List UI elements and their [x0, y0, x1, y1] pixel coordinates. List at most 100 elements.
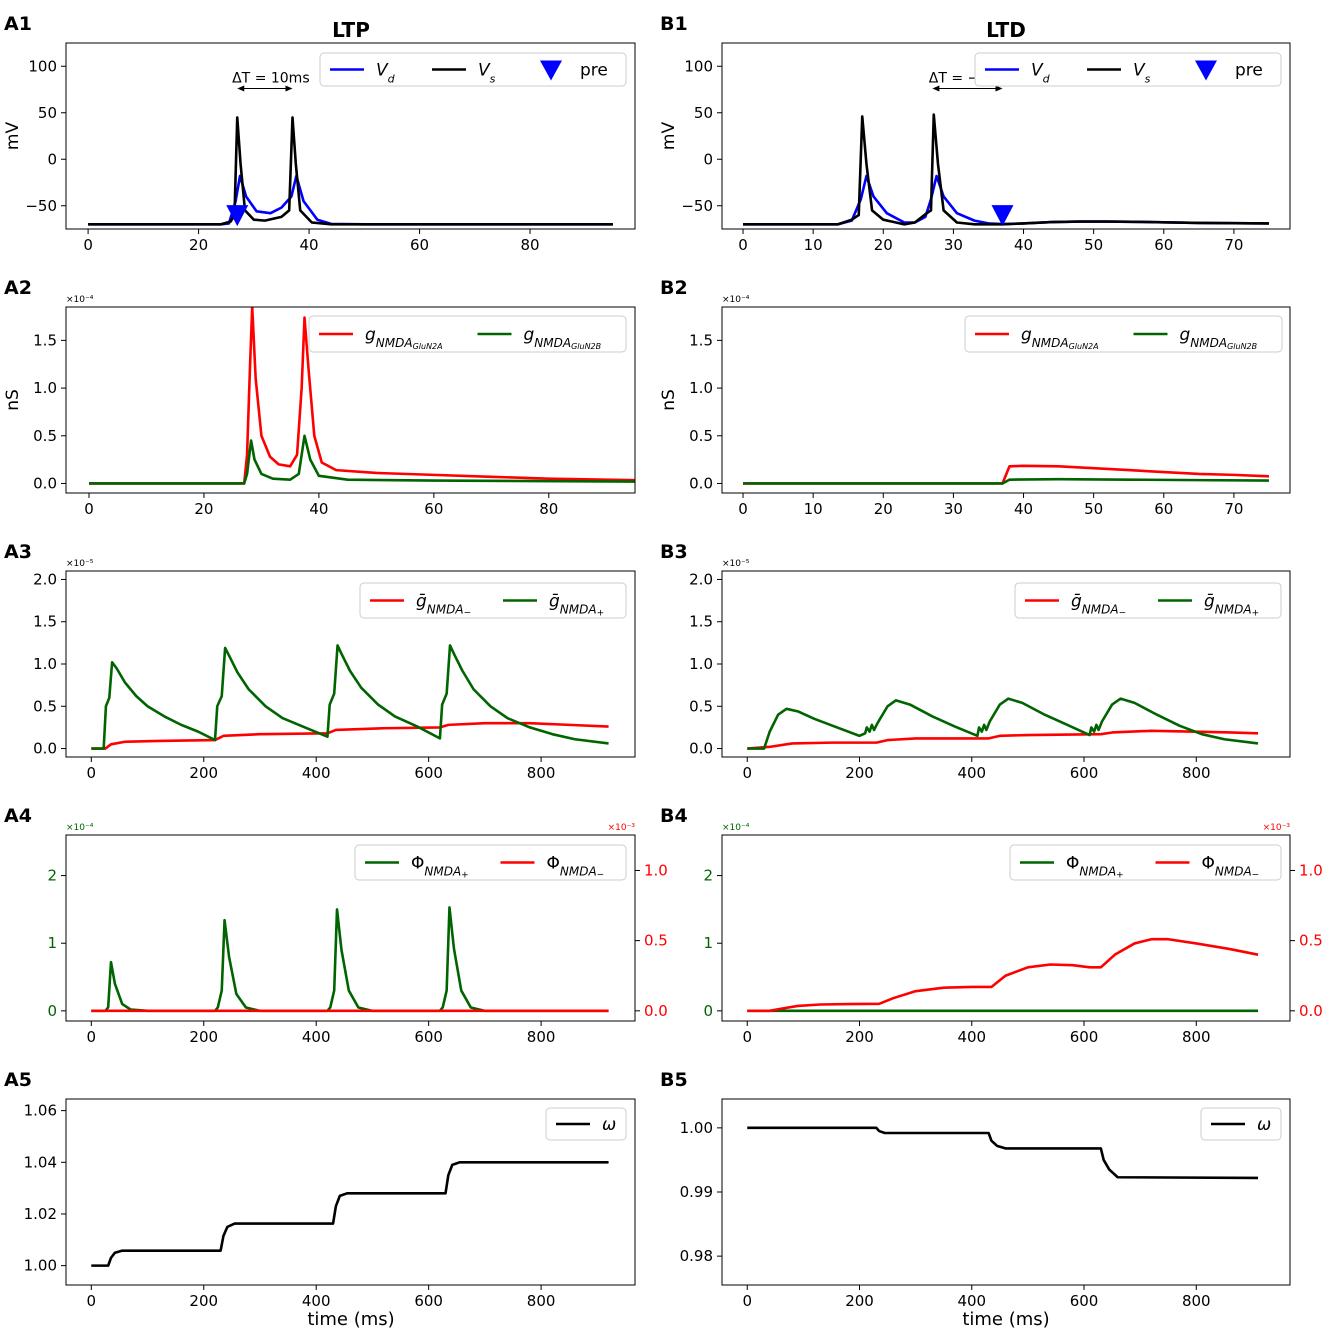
- x-tick-label-b3: 600: [1070, 764, 1099, 782]
- delta-t-label-a1: ΔT = 10ms: [232, 71, 310, 87]
- pre-marker-a1: [226, 205, 249, 227]
- series-line-a2-g-nmda-glun2a: [88, 307, 635, 485]
- y-exponent-b4: ×10⁻⁴: [722, 823, 750, 833]
- y-tick-label-a3: 0.5: [33, 697, 57, 715]
- panel-a5: A5 0 200 400 600 800 1.00 1.02 1.04 1.06 ω: [4, 1069, 636, 1310]
- legend-label-b4: ΦNMDA−: [1202, 854, 1260, 881]
- y-axis-label-a1: mV: [3, 122, 23, 151]
- delta-t-arrowhead-left-b1: [932, 85, 940, 92]
- y-tick-label-b4: 2: [703, 867, 713, 885]
- y-right-tick-label-a4: 1.0: [644, 861, 668, 879]
- axes-frame-a3: [65, 570, 636, 758]
- x-tick-label-a5: 200: [189, 1292, 218, 1310]
- x-tick-label-b1: 40: [1014, 236, 1033, 254]
- panel-label-b3: B3: [660, 541, 688, 563]
- x-tick-label-b1: 70: [1224, 236, 1243, 254]
- y-right-tick-label-b4: 1.0: [1299, 861, 1323, 879]
- y-tick-label-b2: 0.0: [689, 474, 713, 492]
- y-tick-label-a5: 1.04: [24, 1153, 57, 1171]
- y-tick-label-b2: 1.5: [689, 331, 713, 349]
- x-tick-label-b2: 50: [1084, 500, 1103, 518]
- y-tick-label-b2: 0.5: [689, 427, 713, 445]
- legend-box-b4: [1009, 844, 1282, 881]
- x-tick-label-b1: 10: [804, 236, 823, 254]
- y-tick-label-a3: 1.5: [33, 613, 57, 631]
- y-axis-label-a2: nS: [3, 389, 23, 411]
- legend-box-a4: [354, 844, 627, 881]
- panel-label-a3: A3: [4, 541, 32, 563]
- panel-label-a4: A4: [4, 805, 32, 827]
- x-tick-label-b2: 30: [944, 500, 963, 518]
- legend-box-a3: [359, 582, 627, 619]
- x-tick-label-b2: 0: [738, 500, 748, 518]
- y-tick-label-a3: 2.0: [33, 570, 57, 588]
- y-right-tick-label-b4: 0.0: [1299, 1002, 1323, 1020]
- axes-frame-b1: [721, 42, 1291, 230]
- x-tick-label-a4: 800: [527, 1028, 556, 1046]
- legend-label-b4: ΦNMDA+: [1066, 854, 1124, 881]
- y-tick-label-b1: 100: [684, 57, 713, 75]
- y-tick-label-a2: 0.5: [33, 427, 57, 445]
- legend-a5: ω: [545, 1107, 627, 1141]
- delta-t-arrowhead-left-a1: [237, 85, 245, 92]
- y-tick-label-b5: 1.00: [680, 1119, 713, 1137]
- legend-b3: ḡNMDA− ḡNMDA+: [1014, 582, 1282, 619]
- y-exponent-a3: ×10⁻⁵: [66, 559, 94, 569]
- y-tick-label-a5: 1.06: [24, 1102, 57, 1120]
- y-tick-label-a4: 1: [47, 934, 57, 952]
- axes-frame-b5: [721, 1098, 1291, 1286]
- legend-label-a1: Vd: [376, 61, 396, 86]
- legend-box-b3: [1014, 582, 1282, 619]
- x-tick-label-a2: 80: [539, 500, 558, 518]
- y-exponent-a4: ×10⁻⁴: [66, 823, 94, 833]
- legend-label-b2: gNMDAGluN2A: [1021, 325, 1099, 351]
- x-tick-label-b2: 40: [1014, 500, 1033, 518]
- y-tick-label-b5: 0.99: [680, 1183, 713, 1201]
- panel-label-b2: B2: [660, 277, 688, 299]
- x-tick-label-b2: 10: [804, 500, 823, 518]
- legend-label-b3: ḡNMDA+: [1204, 592, 1259, 619]
- series-line-b2-g-nmda-glun2a: [743, 464, 1270, 485]
- axes-frame-b2: [721, 306, 1291, 494]
- x-tick-label-b1: 20: [874, 236, 893, 254]
- y-tick-label-b3: 2.0: [689, 570, 713, 588]
- y-tick-label-b3: 1.5: [689, 613, 713, 631]
- legend-label-a4: ΦNMDA−: [547, 854, 605, 881]
- legend-label-b1: Vd: [1031, 61, 1051, 86]
- plot-area-a5: [91, 1160, 609, 1267]
- x-tick-label-a5: 800: [527, 1292, 556, 1310]
- legend-label-a1: pre: [580, 61, 608, 81]
- x-tick-label-b5: 0: [742, 1292, 752, 1310]
- x-tick-label-b4: 600: [1070, 1028, 1099, 1046]
- y-axis-label-b2: nS: [659, 389, 679, 411]
- legend-label-b1: pre: [1235, 61, 1263, 81]
- panel-label-b1: B1: [660, 13, 688, 35]
- plot-area-b1: [743, 113, 1269, 226]
- legend-label-b1: Vs: [1133, 61, 1151, 86]
- legend-b4: ΦNMDA+ ΦNMDA−: [1009, 844, 1282, 881]
- series-line-b3-gbar-nmda-minus: [747, 729, 1259, 750]
- axes-frame-b3: [721, 570, 1291, 758]
- x-tick-label-a3: 400: [302, 764, 331, 782]
- y-exponent-a2: ×10⁻⁴: [66, 295, 94, 305]
- x-tick-label-a2: 40: [309, 500, 328, 518]
- x-tick-label-a1: 40: [300, 236, 319, 254]
- legend-a1: Vd Vs pre: [319, 52, 627, 87]
- x-axis-label-right: time (ms): [962, 1309, 1049, 1330]
- x-tick-label-b3: 800: [1182, 764, 1211, 782]
- x-tick-label-a2: 60: [424, 500, 443, 518]
- legend-box-a2: [308, 315, 627, 353]
- axes-frame-b4: [721, 834, 1291, 1022]
- y-right-exponent-a4: ×10⁻³: [608, 823, 636, 833]
- legend-a2: gNMDAGluN2A gNMDAGluN2B: [308, 315, 627, 353]
- y-tick-label-a1: 50: [38, 104, 57, 122]
- x-tick-label-b3: 200: [845, 764, 874, 782]
- x-tick-label-a3: 800: [527, 764, 556, 782]
- panel-a1: A1 0 20 40 60 80 −50 0 50 100 mV ΔT = 10ms Vd Vs pre: [3, 13, 636, 254]
- axes-frame-a2: [65, 306, 636, 494]
- x-tick-label-a4: 600: [414, 1028, 443, 1046]
- y-tick-label-b3: 0.5: [689, 697, 713, 715]
- pre-marker-b1: [991, 205, 1014, 227]
- column-title-ltd: LTD: [986, 18, 1026, 42]
